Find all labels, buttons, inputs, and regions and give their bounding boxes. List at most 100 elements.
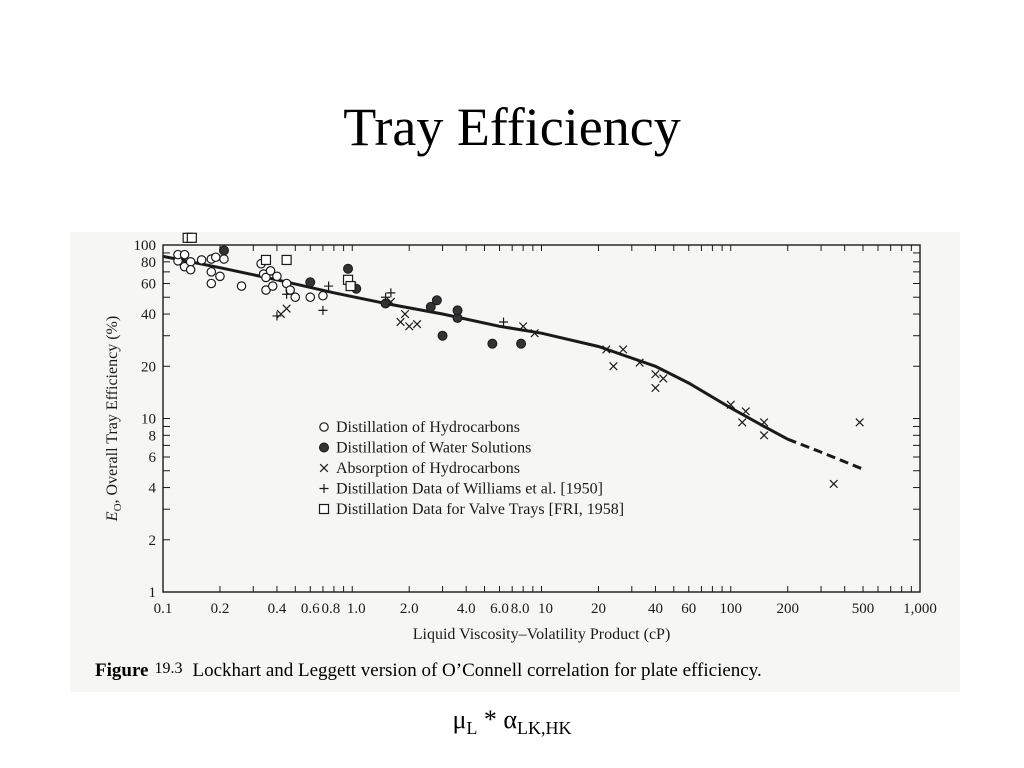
- legend-marker-3: [319, 463, 329, 473]
- data-point-series-2: [452, 305, 463, 316]
- multiply-operator: *: [477, 705, 504, 734]
- x-tick-label: 8.0: [511, 601, 530, 617]
- data-point-series-4: [386, 288, 396, 298]
- data-point-series-4: [282, 289, 292, 299]
- data-point-series-3: [602, 345, 611, 354]
- legend-label-1: Distillation of Hydrocarbons: [336, 419, 520, 436]
- y-axis-label-symbol: E: [104, 511, 121, 522]
- data-point-series-3: [659, 374, 668, 383]
- x-tick-label: 0.1: [154, 601, 173, 617]
- x-tick-label: 20: [591, 601, 606, 617]
- caption-number: 19.3: [154, 660, 183, 677]
- data-point-series-3: [400, 309, 410, 319]
- data-point-series-3: [412, 319, 422, 329]
- x-tick-label: 100: [720, 601, 743, 617]
- x-tick-label: 0.4: [268, 601, 287, 617]
- data-point-series-5: [281, 254, 292, 266]
- data-point-series-3: [396, 317, 405, 327]
- x-tick-label: 1.0: [347, 601, 366, 617]
- y-tick-label: 1: [149, 585, 157, 601]
- data-point-series-3: [741, 407, 750, 416]
- data-point-series-4: [381, 292, 391, 302]
- data-point-series-1: [265, 266, 276, 276]
- data-point-series-3: [726, 400, 735, 409]
- legend-marker-1: [319, 422, 329, 432]
- data-point-series-2: [305, 277, 316, 288]
- data-point-series-1: [210, 252, 221, 263]
- data-point-series-1: [196, 255, 207, 265]
- data-point-series-3: [618, 345, 628, 354]
- data-point-series-3: [651, 369, 660, 379]
- legend-label-5: Distillation Data for Valve Trays [FRI, …: [336, 501, 624, 518]
- data-point-series-2: [343, 263, 354, 274]
- legend-marker-4: [319, 484, 329, 493]
- data-point-series-2: [437, 330, 448, 341]
- data-point-series-3: [276, 309, 286, 319]
- y-tick-label: 4: [149, 481, 157, 497]
- legend-label-2: Distillation of Water Solutions: [336, 440, 531, 457]
- data-point-series-4: [272, 311, 282, 321]
- data-point-series-1: [272, 271, 282, 282]
- data-point-series-1: [261, 272, 271, 283]
- y-tick-label: 2: [149, 533, 157, 549]
- y-axis-label: EO, Overall Tray Efficiency (%): [104, 316, 124, 522]
- y-tick-label: 100: [134, 238, 157, 254]
- caption-label: Figure: [95, 660, 149, 681]
- data-point-series-4: [499, 317, 509, 327]
- x-tick-label: 200: [776, 601, 799, 617]
- data-point-series-3: [855, 418, 864, 427]
- data-point-series-1: [267, 281, 278, 291]
- data-point-series-4: [318, 305, 328, 315]
- caption-text: Lockhart and Leggett version of O’Connel…: [192, 660, 762, 681]
- data-point-series-1: [185, 257, 196, 267]
- data-point-series-5: [186, 232, 197, 243]
- y-tick-label: 80: [141, 255, 156, 271]
- data-point-series-3: [386, 297, 396, 307]
- plot-frame: [162, 244, 921, 593]
- data-point-series-2: [425, 301, 436, 312]
- data-point-series-1: [179, 249, 190, 260]
- formula-subtitle: μL * αLK,HK: [0, 705, 1024, 739]
- data-point-series-2: [218, 245, 229, 256]
- mu-subscript: L: [466, 718, 478, 738]
- x-tick-label: 6.0: [490, 601, 509, 617]
- legend-marker-5: [318, 503, 330, 515]
- mu-symbol: μ: [452, 705, 467, 734]
- legend-marker-2: [319, 442, 329, 453]
- correlation-curve-solid: [162, 254, 789, 441]
- y-tick-label: 6: [149, 450, 157, 466]
- x-tick-label: 0.8: [322, 601, 341, 617]
- x-tick-label: 40: [648, 601, 663, 617]
- x-tick-label: 60: [681, 601, 696, 617]
- y-tick-label: 20: [141, 359, 156, 375]
- data-point-series-1: [290, 292, 301, 303]
- data-point-series-3: [829, 479, 838, 489]
- data-point-series-2: [431, 295, 442, 306]
- x-tick-label: 10: [538, 601, 553, 617]
- correlation-curve-dashed: [787, 437, 864, 471]
- figure-panel: 0.1 0.2 0.4 0.6 0.8 1.0 2.0 4.0 6.0 8.0 10 20 40 60 10…: [70, 232, 960, 692]
- data-point-series-3: [518, 322, 528, 331]
- data-point-series-1: [219, 254, 229, 264]
- data-point-series-1: [206, 267, 217, 277]
- data-point-series-3: [609, 362, 618, 371]
- data-point-series-3: [651, 383, 660, 393]
- x-tick-label: 4.0: [457, 601, 476, 617]
- x-tick-label: 500: [852, 601, 875, 617]
- y-tick-label: 60: [141, 276, 156, 292]
- x-axis-label: Liquid Viscosity–Volatility Product (cP): [413, 626, 671, 643]
- x-tick-label: 0.2: [211, 601, 230, 617]
- data-point-series-1: [206, 278, 217, 289]
- data-point-series-1: [236, 281, 247, 291]
- data-point-series-1: [185, 264, 196, 275]
- data-point-series-5: [260, 254, 272, 266]
- y-tick-label: 40: [141, 307, 156, 323]
- data-point-series-3: [759, 418, 769, 427]
- data-point-series-3: [635, 358, 644, 367]
- slide-title: Tray Efficiency: [343, 97, 681, 157]
- legend-label-4: Distillation Data of Williams et al. [19…: [336, 481, 603, 498]
- data-point-series-1: [318, 290, 328, 301]
- legend-label-3: Absorption of Hydrocarbons: [336, 460, 520, 477]
- data-point-series-2: [516, 338, 527, 349]
- data-point-series-3: [404, 322, 414, 331]
